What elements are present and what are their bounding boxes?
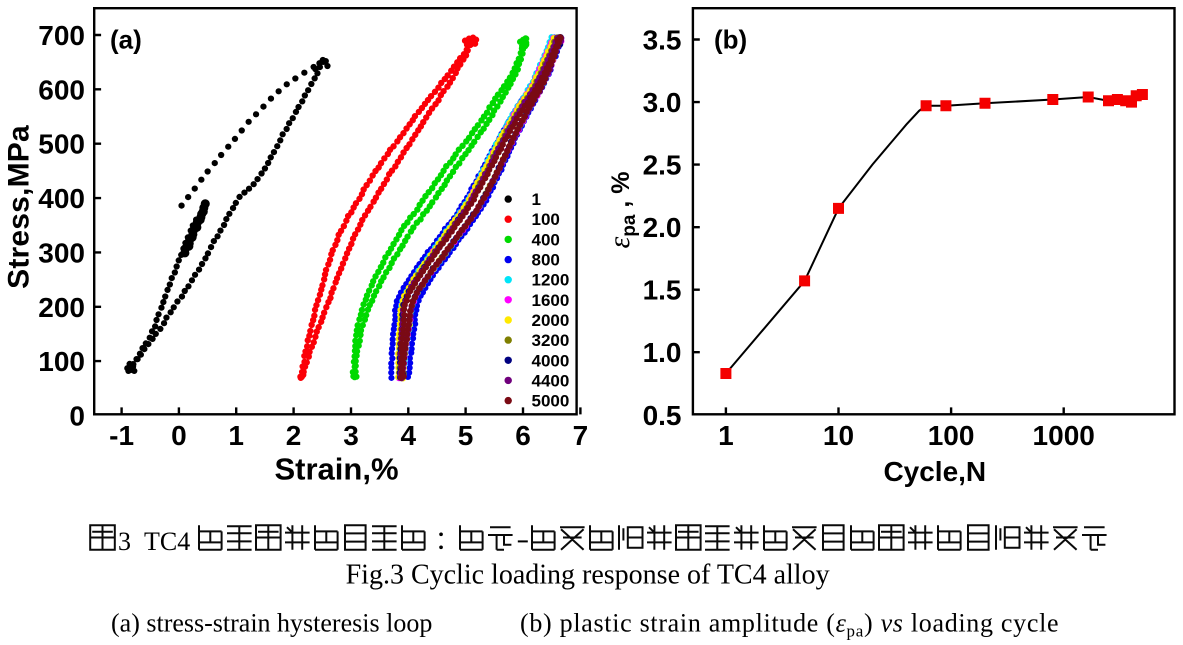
svg-text:2.5: 2.5: [643, 150, 682, 181]
svg-text:Fig.3 Cyclic loading response: Fig.3 Cyclic loading response of TC4 all…: [346, 560, 830, 591]
svg-text:3200: 3200: [532, 331, 570, 350]
svg-text:100: 100: [38, 346, 85, 377]
svg-text:2000: 2000: [532, 311, 570, 330]
svg-text:400: 400: [532, 230, 560, 249]
svg-text:5: 5: [458, 420, 474, 451]
svg-text:500: 500: [38, 129, 85, 160]
svg-text:7: 7: [573, 420, 589, 451]
svg-text:Strain,%: Strain,%: [274, 452, 398, 487]
svg-text:1.0: 1.0: [643, 337, 682, 368]
svg-text:3.5: 3.5: [643, 25, 682, 56]
svg-text:(a): (a): [110, 25, 142, 55]
svg-text:700: 700: [38, 20, 85, 51]
svg-text:800: 800: [532, 251, 560, 270]
svg-text:4000: 4000: [532, 351, 570, 370]
svg-text:1.5: 1.5: [643, 275, 682, 306]
svg-text:1: 1: [228, 420, 244, 451]
svg-text:4400: 4400: [532, 371, 570, 390]
svg-text:100: 100: [928, 420, 975, 451]
svg-text:400: 400: [38, 183, 85, 214]
svg-text:εpa , %: εpa , %: [603, 171, 640, 248]
svg-text:0: 0: [69, 401, 85, 432]
svg-text:2.0: 2.0: [643, 212, 682, 243]
svg-text:600: 600: [38, 74, 85, 105]
svg-text:3: 3: [343, 420, 359, 451]
svg-text:Cycle,N: Cycle,N: [883, 456, 986, 487]
svg-text:3.0: 3.0: [643, 87, 682, 118]
svg-text:1600: 1600: [532, 291, 570, 310]
svg-text:(b) plastic strain amplitude (: (b) plastic strain amplitude (εpa) vs lo…: [520, 609, 1059, 641]
svg-text:3: 3: [118, 527, 131, 556]
svg-text:1000: 1000: [1033, 420, 1095, 451]
svg-text:100: 100: [532, 210, 560, 229]
svg-text:0.5: 0.5: [643, 400, 682, 431]
svg-text:Stress,MPa: Stress,MPa: [3, 125, 36, 289]
svg-text:0: 0: [171, 420, 187, 451]
svg-text:10: 10: [823, 420, 854, 451]
svg-text:1: 1: [532, 190, 541, 209]
svg-text:(b): (b): [714, 25, 747, 55]
svg-text:5000: 5000: [532, 392, 570, 411]
svg-text:2: 2: [286, 420, 302, 451]
svg-text:200: 200: [38, 292, 85, 323]
svg-text:-1: -1: [109, 420, 134, 451]
svg-text:(a) stress-strain hysteresis l: (a) stress-strain hysteresis loop: [111, 609, 432, 638]
svg-text:4: 4: [401, 420, 417, 451]
svg-text:TC4: TC4: [144, 527, 190, 556]
svg-text:1: 1: [718, 420, 734, 451]
svg-text:6: 6: [515, 420, 531, 451]
svg-text:300: 300: [38, 237, 85, 268]
svg-text:1200: 1200: [532, 271, 570, 290]
